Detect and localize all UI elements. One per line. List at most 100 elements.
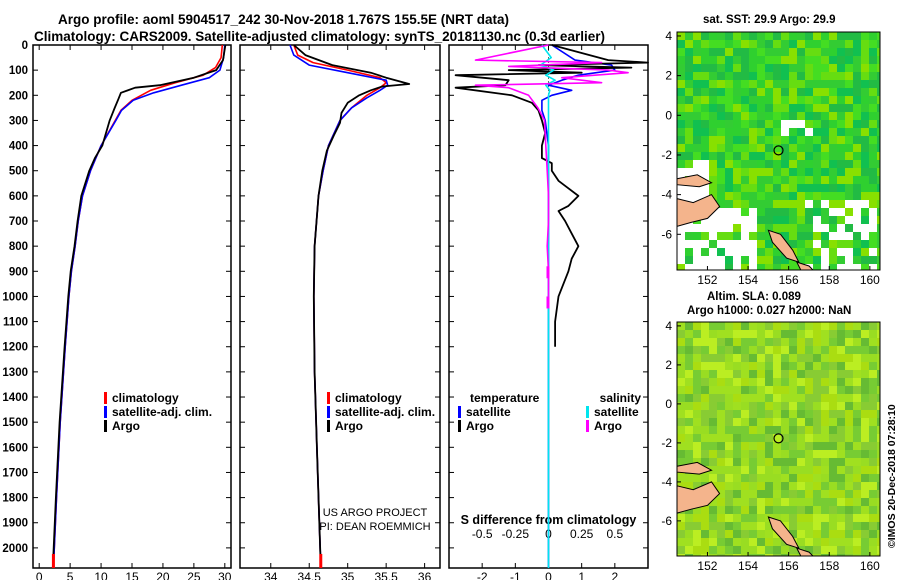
- sst-map-cell: [677, 80, 685, 88]
- temperature-profile-xtick-label: 5: [67, 570, 74, 580]
- sla-map-land: [767, 516, 800, 550]
- sla-map-cell: [685, 370, 693, 378]
- sst-map-cell: [789, 184, 797, 192]
- sla-map-cell: [677, 394, 685, 402]
- sst-map-cell: [725, 40, 733, 48]
- sla-map-cell: [869, 546, 877, 554]
- sst-map-cell: [701, 56, 709, 64]
- sst-map-cell: [749, 104, 757, 112]
- sla-map-cell: [765, 450, 773, 458]
- sst-map-cell: [677, 128, 685, 136]
- sst-map-cell: [821, 112, 829, 120]
- sla-map-cell: [725, 362, 733, 370]
- sla-map-cell: [773, 466, 781, 474]
- sla-map-cell: [861, 498, 869, 506]
- sst-map-cell: [693, 88, 701, 96]
- sla-map-cell: [845, 410, 853, 418]
- sla-map-cell: [829, 402, 837, 410]
- sst-map-cell: [861, 136, 869, 144]
- sst-map-cell: [821, 88, 829, 96]
- sst-map-cell: [741, 40, 749, 48]
- sla-map-cell: [733, 362, 741, 370]
- sst-map-cell: [821, 64, 829, 72]
- sla-map-cell: [789, 546, 797, 554]
- sst-map-cell: [757, 104, 765, 112]
- sst-map-cell: [821, 264, 829, 270]
- sst-map-cell: [733, 88, 741, 96]
- sla-map-cell: [685, 522, 693, 530]
- sst-map-cell: [861, 216, 869, 224]
- sst-map-cell: [877, 216, 880, 224]
- sla-map-cell: [861, 522, 869, 530]
- sla-map-cell: [773, 394, 781, 402]
- sla-map-cell: [797, 458, 805, 466]
- sst-map-cell: [829, 128, 837, 136]
- sla-map-cell: [789, 474, 797, 482]
- sst-map-cell: [717, 264, 725, 270]
- sst-map-cell: [829, 240, 837, 248]
- sla-map-cell: [701, 426, 709, 434]
- sla-map-cell: [741, 514, 749, 522]
- sla-map-cell: [797, 450, 805, 458]
- sst-map-cell: [717, 144, 725, 152]
- sla-map-cell: [717, 418, 725, 426]
- sst-map-cell: [773, 64, 781, 72]
- title-line-1: Argo profile: aoml 5904517_242 30-Nov-20…: [58, 12, 509, 27]
- sst-map-cell: [685, 136, 693, 144]
- sla-map-cell: [829, 394, 837, 402]
- sla-map-cell: [725, 330, 733, 338]
- sla-map-cell: [717, 386, 725, 394]
- sla-map-cell: [765, 434, 773, 442]
- sla-map-cell: [677, 362, 685, 370]
- sst-map-cell: [709, 88, 717, 96]
- sla-map-cell: [693, 346, 701, 354]
- sla-map-cell: [725, 522, 733, 530]
- sst-map-cell: [877, 248, 880, 256]
- difference-profile-xtick-label: -2: [477, 570, 488, 580]
- sla-map-cell: [741, 442, 749, 450]
- sla-map-cell: [853, 450, 861, 458]
- sst-map-cell: [877, 80, 880, 88]
- sst-map-cell: [733, 40, 741, 48]
- sla-map-cell: [789, 506, 797, 514]
- sst-map-cell: [789, 128, 797, 136]
- title-line-2: Climatology: CARS2009. Satellite-adjuste…: [34, 29, 605, 44]
- sst-map-cell: [869, 152, 877, 160]
- sst-map-cell: [749, 232, 757, 240]
- sst-map-cell: [677, 64, 685, 72]
- temperature-profile-series-argo: [51, 44, 227, 569]
- sst-map-cell: [789, 112, 797, 120]
- sst-map-cell: [837, 160, 845, 168]
- sst-map-cell: [773, 152, 781, 160]
- sla-map-cell: [869, 538, 877, 546]
- sst-map-cell: [797, 248, 805, 256]
- sst-map-cell: [861, 96, 869, 104]
- sst-map-cell: [789, 232, 797, 240]
- sla-map-cell: [845, 338, 853, 346]
- sst-map-cell: [829, 192, 837, 200]
- sst-map-cell: [805, 88, 813, 96]
- sst-map-cell: [821, 160, 829, 168]
- sla-map-cell: [821, 530, 829, 538]
- sla-map-cell: [773, 554, 781, 556]
- sst-map-ytick-label: 4: [665, 29, 672, 43]
- sla-map-cell: [701, 474, 709, 482]
- sst-map-cell: [701, 64, 709, 72]
- sla-map-cell: [749, 362, 757, 370]
- sla-map-cell: [829, 442, 837, 450]
- sla-map-ytick-label: -2: [661, 436, 672, 450]
- sst-map-cell: [797, 104, 805, 112]
- sla-map-cell: [765, 378, 773, 386]
- sla-map-cell: [877, 482, 880, 490]
- sst-map-cell: [709, 152, 717, 160]
- sla-map-cell: [877, 514, 880, 522]
- sla-map-cell: [877, 538, 880, 546]
- sla-map-cell: [829, 434, 837, 442]
- sla-map-cell: [869, 506, 877, 514]
- sla-map-cell: [821, 386, 829, 394]
- difference-stick-label: -0.5: [472, 527, 493, 541]
- sla-map-cell: [837, 362, 845, 370]
- sst-map-cell: [789, 152, 797, 160]
- sst-map-cell: [805, 72, 813, 80]
- sst-map-cell: [805, 144, 813, 152]
